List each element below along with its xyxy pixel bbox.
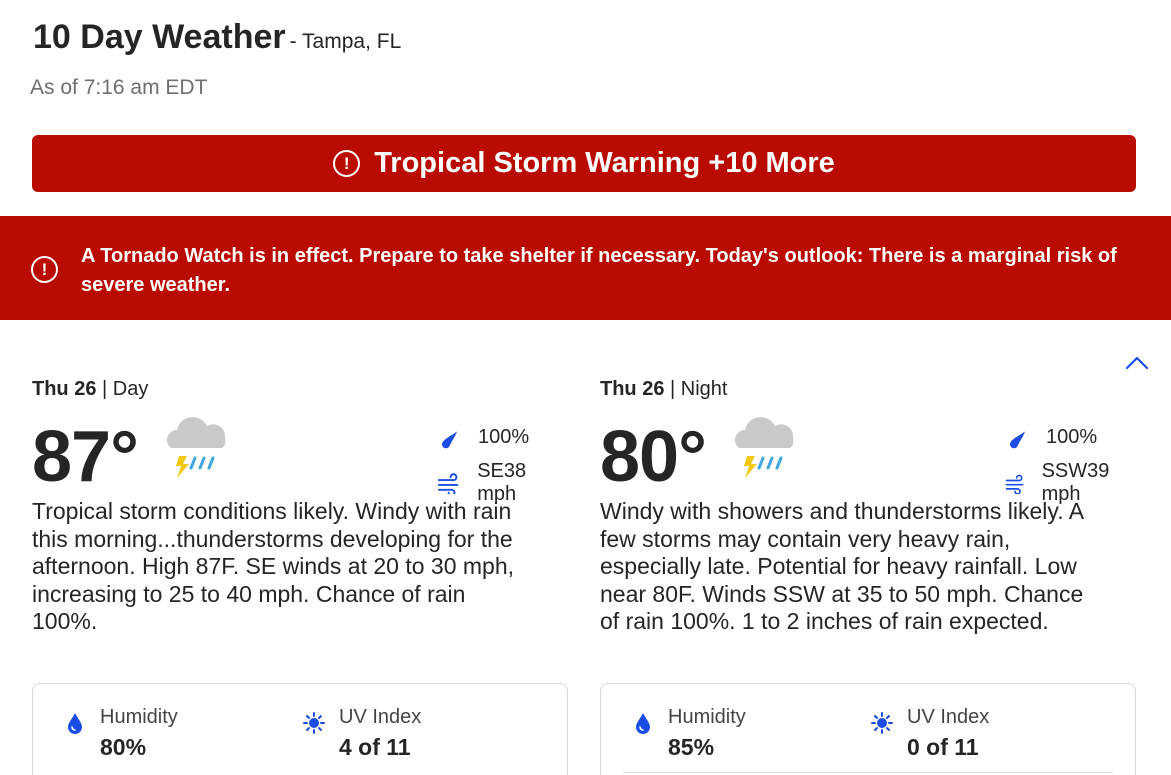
thunderstorm-rain-icon (735, 417, 794, 478)
raindrop-icon (442, 430, 458, 448)
separator: | (670, 378, 676, 400)
uv-label: UV Index (907, 706, 990, 728)
humidity-label: Humidity (668, 706, 746, 728)
night-details-card: Humidity 85% UV Index 0 of 11 (600, 683, 1136, 775)
divider (623, 772, 1113, 773)
humidity-value: 80% (100, 734, 147, 760)
humidity-value: 85% (668, 734, 715, 760)
precip-value: 100% (1046, 426, 1098, 448)
uv-label: UV Index (339, 706, 422, 728)
part-label: Night (680, 378, 728, 400)
separator: | (102, 378, 108, 400)
daypart-label: Thu 26 | Night (600, 378, 1136, 401)
date-label: Thu 26 (32, 378, 97, 400)
daypart-label: Thu 26 | Day (32, 378, 568, 401)
precip-metric: 100% (436, 426, 529, 449)
as-of-timestamp: As of 7:16 am EDT (30, 76, 208, 99)
banner-text: A Tornado Watch is in effect. Prepare to… (81, 245, 1117, 296)
alert-circle-icon: ! (31, 256, 58, 283)
alert-circle-icon: ! (333, 150, 361, 177)
humidity-drop-icon (68, 713, 82, 734)
precip-metric: 100% (1004, 426, 1097, 449)
page-title: 10 Day Weather (33, 18, 286, 56)
day-forecast-panel: Thu 26 | Day 87° 100% SE38 mph Tropical … (32, 378, 568, 634)
temperature: 80° (600, 417, 707, 497)
night-forecast-panel: Thu 26 | Night 80° 100% SSW39 mph Windy … (600, 378, 1136, 634)
tropical-storm-warning-button[interactable]: ! Tropical Storm Warning +10 More (32, 135, 1136, 192)
sun-icon (871, 712, 893, 734)
sun-icon (303, 712, 325, 734)
wind-value: SSW39 mph (1041, 460, 1110, 505)
wind-icon (437, 473, 459, 494)
uv-value: 0 of 11 (907, 734, 979, 760)
part-label: Day (112, 378, 149, 400)
temperature: 87° (32, 417, 139, 497)
tornado-watch-banner: ! A Tornado Watch is in effect. Prepare … (0, 216, 1171, 320)
location-label: - Tampa, FL (289, 30, 402, 53)
page-header: 10 Day Weather - Tampa, FL (33, 18, 401, 57)
chevron-up-icon[interactable] (1124, 352, 1150, 374)
warning-button-label: Tropical Storm Warning +10 More (374, 147, 835, 179)
wind-icon (1005, 474, 1024, 494)
raindrop-icon (1010, 430, 1026, 448)
day-details-card: Humidity 80% UV Index 4 of 11 (32, 683, 568, 775)
thunderstorm-rain-icon (167, 417, 226, 478)
precip-value: 100% (478, 426, 530, 448)
wind-metric: SE38 mph (436, 460, 568, 506)
forecast-narrative: Tropical storm conditions likely. Windy … (32, 498, 515, 634)
wind-value: SE38 mph (477, 460, 527, 505)
wind-metric: SSW39 mph (1004, 460, 1136, 506)
date-label: Thu 26 (600, 378, 665, 400)
uv-value: 4 of 11 (339, 734, 411, 760)
forecast-narrative: Windy with showers and thunderstorms lik… (600, 498, 1084, 634)
humidity-drop-icon (636, 713, 650, 734)
humidity-label: Humidity (100, 706, 178, 728)
